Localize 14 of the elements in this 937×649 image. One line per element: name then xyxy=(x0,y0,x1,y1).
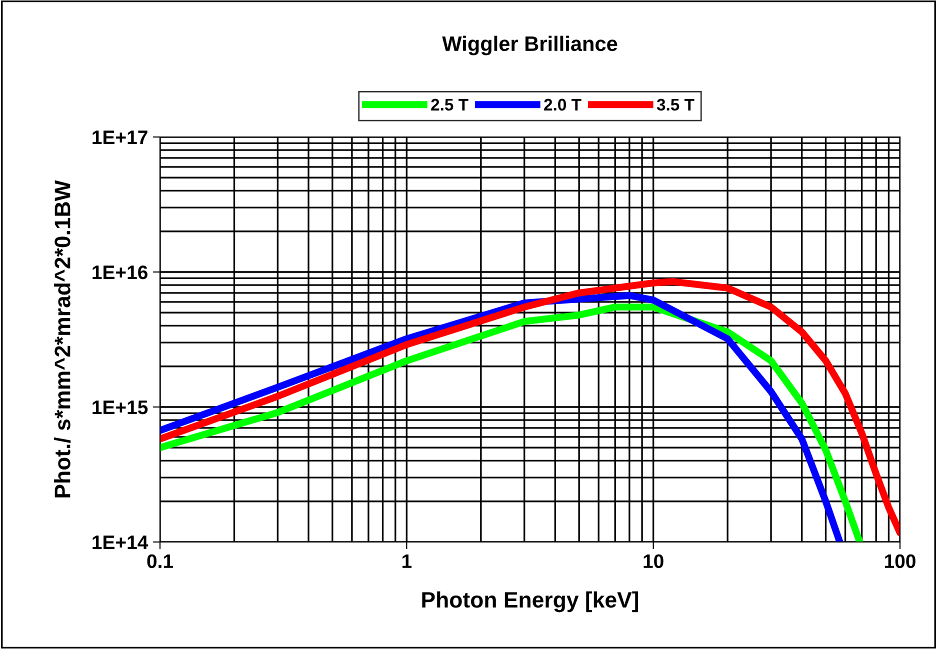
x-tick-label: 1 xyxy=(402,554,412,568)
legend-label: 2.5 T xyxy=(431,98,468,111)
y-axis-title: Phot./ s*mm^2*mrad^2*0.1BW xyxy=(54,180,71,498)
x-axis-title: Photon Energy [keV] xyxy=(422,591,638,612)
y-tick-label: 1E+16 xyxy=(92,265,148,280)
y-tick-label: 1E+14 xyxy=(92,536,148,550)
legend-label: 3.5 T xyxy=(656,98,694,111)
y-tick-label: 1E+17 xyxy=(92,130,148,144)
legend-label: 2.0 T xyxy=(544,98,582,111)
x-tick-label: 100 xyxy=(885,554,916,568)
x-tick-label: 0.1 xyxy=(147,554,173,568)
chart-title: Wiggler Brilliance xyxy=(442,36,618,56)
x-tick-label: 10 xyxy=(644,554,664,568)
y-tick-label: 1E+15 xyxy=(92,400,148,414)
